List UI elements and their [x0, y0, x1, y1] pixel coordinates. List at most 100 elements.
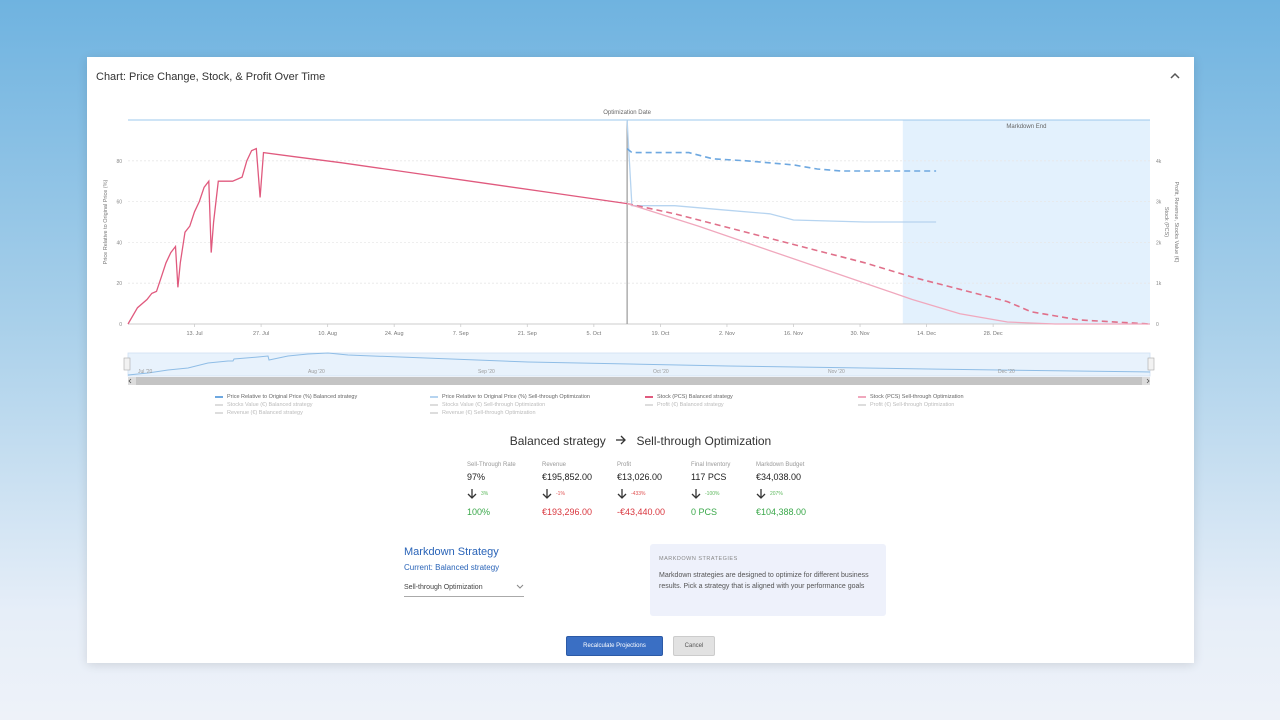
metric-column: Markdown Budget €34,038.00 207% €104,388.00 — [756, 462, 806, 517]
y-left-tick-label: 40 — [116, 240, 122, 246]
markdown-end-band — [902, 120, 1150, 324]
metric-column: Revenue €195,852.00 -1% €193,296.00 — [542, 462, 592, 517]
compare-from: Balanced strategy — [509, 434, 606, 448]
legend-label: Profit (€) Balanced strategy — [657, 402, 724, 408]
legend-item[interactable]: Revenue (€) Balanced strategy — [215, 410, 303, 416]
chevron-up-icon[interactable] — [1168, 69, 1182, 83]
metric-change: 207% — [756, 488, 806, 500]
chart-legend: Price Relative to Original Price (%) Bal… — [87, 394, 1194, 424]
strategy-heading: Markdown Strategy — [404, 546, 499, 558]
metric-label: Revenue — [542, 462, 567, 468]
x-tick-label: 13. Jul — [186, 331, 202, 337]
y-left-tick-label: 80 — [116, 159, 122, 165]
scrollbar-thumb[interactable] — [136, 377, 1142, 385]
legend-item[interactable]: Stock (PCS) Sell-through Optimization — [858, 394, 964, 400]
info-text: Markdown strategies are designed to opti… — [659, 572, 869, 590]
legend-swatch — [215, 412, 223, 414]
markdown-info-box: MARKDOWN STRATEGIES Markdown strategies … — [650, 544, 886, 616]
legend-item[interactable]: Stock (PCS) Balanced strategy — [645, 394, 733, 400]
series-line-0 — [127, 147, 628, 325]
x-tick-label: 21. Sep — [518, 331, 537, 337]
navigator-label: Sep '20 — [478, 369, 495, 375]
legend-swatch — [430, 404, 438, 406]
markdown-end-label: Markdown End — [1006, 124, 1046, 130]
legend-swatch — [858, 404, 866, 406]
x-tick-label: 7. Sep — [453, 331, 469, 337]
card-title: Chart: Price Change, Stock, & Profit Ove… — [96, 71, 326, 83]
legend-item[interactable]: Profit (€) Balanced strategy — [645, 402, 724, 408]
metric-label: Markdown Budget — [756, 462, 805, 468]
metric-value: €34,038.00 — [756, 472, 802, 482]
metric-value: €195,852.00 — [542, 472, 593, 482]
current-strategy: Current: Balanced strategy — [404, 563, 500, 572]
legend-swatch — [430, 412, 438, 414]
navigator-label: Dec '20 — [998, 369, 1015, 375]
y-right-tick-label: 2k — [1156, 240, 1162, 246]
metric-column: Sell-Through Rate 97% 3% 100% — [467, 462, 516, 517]
navigator-handle-right[interactable] — [1147, 357, 1155, 371]
metric-change: -100% — [691, 488, 730, 500]
x-tick-label: 24. Aug — [385, 331, 404, 337]
legend-item[interactable]: Stocks Value (€) Balanced strategy — [215, 402, 313, 408]
metric-new-value: 100% — [467, 507, 491, 517]
legend-swatch — [645, 404, 653, 406]
strategy-select-value: Sell-through Optimization — [404, 584, 483, 591]
metric-value: 117 PCS — [691, 472, 727, 482]
legend-label: Stocks Value (€) Balanced strategy — [227, 402, 313, 408]
navigator-label: Jul '20 — [138, 369, 153, 375]
strategy-select[interactable]: Sell-through Optimization — [404, 584, 524, 597]
navigator-label: Aug '20 — [308, 369, 325, 375]
x-tick-label: 28. Dec — [984, 331, 1003, 337]
optimization-date-label: Optimization Date — [603, 110, 651, 116]
legend-label: Revenue (€) Sell-through Optimization — [442, 410, 536, 416]
x-tick-label: 10. Aug — [318, 331, 337, 337]
metric-new-value: €104,388.00 — [756, 507, 807, 517]
compare-to: Sell-through Optimization — [636, 434, 772, 448]
legend-label: Price Relative to Original Price (%) Bal… — [227, 394, 358, 400]
metric-new-value: -€43,440.00 — [617, 507, 666, 517]
metric-change: 3% — [467, 488, 516, 500]
strategy-compare-title: Balanced strategy Sell-through Optimizat… — [87, 434, 1194, 448]
arrow-down-icon — [756, 489, 766, 499]
series-line-4 — [626, 147, 937, 172]
y-right-tick-label: 0 — [1156, 322, 1159, 328]
x-tick-label: 14. Dec — [917, 331, 936, 337]
recalculate-button[interactable]: Recalculate Projections — [566, 636, 663, 656]
x-tick-label: 19. Oct — [652, 331, 670, 337]
legend-label: Profit (€) Sell-through Optimization — [870, 402, 955, 408]
x-tick-label: 30. Nov — [851, 331, 870, 337]
chart-card: Chart: Price Change, Stock, & Profit Ove… — [87, 57, 1194, 663]
markdown-strategy-panel: Markdown Strategy Current: Balanced stra… — [404, 546, 524, 597]
arrow-down-icon — [542, 489, 552, 499]
legend-label: Stock (PCS) Sell-through Optimization — [870, 394, 964, 400]
y-right-axis-label: Stock (PCS) — [1163, 207, 1169, 237]
info-heading: MARKDOWN STRATEGIES — [659, 556, 738, 562]
navigator-handle-left[interactable] — [123, 357, 131, 371]
legend-item[interactable]: Price Relative to Original Price (%) Sel… — [430, 394, 590, 400]
y-left-tick-label: 20 — [116, 281, 122, 287]
scroll-right-icon — [1146, 378, 1150, 384]
y-right-axis-label: Profit, Revenue, Stocks Value (€) — [1173, 182, 1179, 263]
metric-column: Profit €13,026.00 -433% -€43,440.00 — [617, 462, 665, 517]
cancel-button[interactable]: Cancel — [673, 636, 715, 656]
navigator-label: Oct '20 — [653, 369, 669, 375]
arrow-down-icon — [467, 489, 477, 499]
legend-label: Price Relative to Original Price (%) Sel… — [442, 394, 590, 400]
series-line-3 — [626, 202, 1150, 325]
legend-item[interactable]: Stocks Value (€) Sell-through Optimizati… — [430, 402, 545, 408]
arrow-down-icon — [617, 489, 627, 499]
legend-item[interactable]: Price Relative to Original Price (%) Bal… — [215, 394, 357, 400]
metric-new-value: 0 PCS — [691, 507, 718, 517]
legend-item[interactable]: Revenue (€) Sell-through Optimization — [430, 410, 536, 416]
navigator-label: Nov '20 — [828, 369, 845, 375]
y-left-axis-label: Price Relative to Original Price (%) — [103, 180, 109, 265]
metric-new-value: €193,296.00 — [542, 507, 593, 517]
metric-change: -1% — [542, 488, 592, 500]
arrow-right-icon — [615, 434, 627, 448]
metric-label: Final Inventory — [691, 462, 731, 468]
metric-column: Final Inventory 117 PCS -100% 0 PCS — [691, 462, 730, 517]
legend-item[interactable]: Profit (€) Sell-through Optimization — [858, 402, 954, 408]
x-tick-label: 2. Nov — [719, 331, 735, 337]
metric-change-pct: -100% — [705, 491, 720, 497]
chevron-down-icon — [516, 584, 524, 589]
